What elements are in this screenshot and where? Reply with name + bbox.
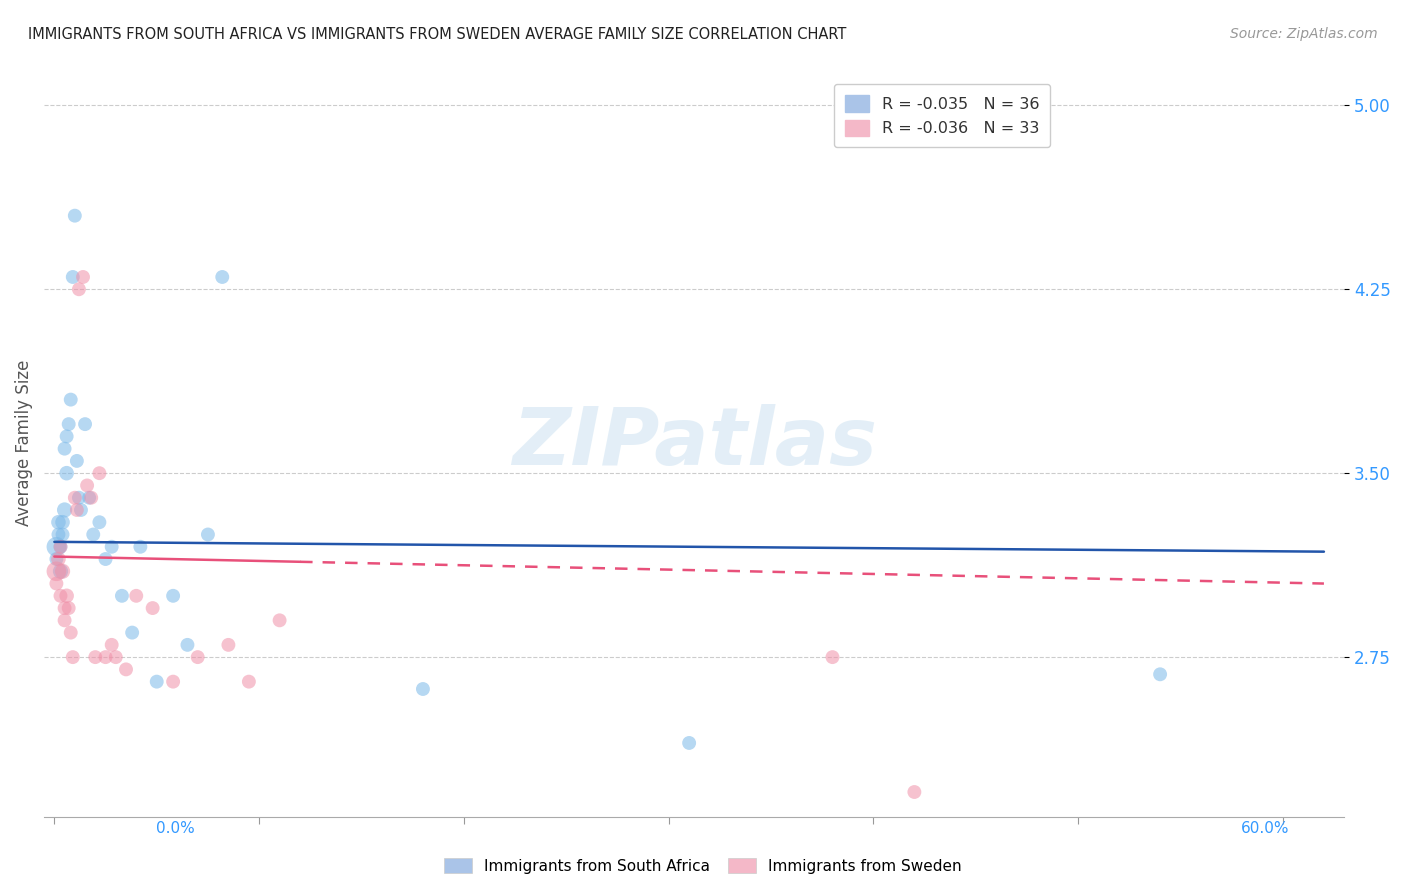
Point [84, 650, 107, 665]
Point [75, 417, 97, 431]
Point [49, 564, 72, 578]
Point [59, 392, 82, 407]
Point [121, 625, 143, 640]
Point [66, 503, 89, 517]
Point [197, 527, 219, 541]
Point [67, 282, 90, 296]
Point [53, 503, 76, 517]
Point [238, 674, 260, 689]
Text: ZIPatlas: ZIPatlas [512, 403, 877, 482]
Point [187, 650, 209, 665]
Point [145, 674, 167, 689]
Point [125, 589, 148, 603]
Point [63, 209, 86, 223]
Point [115, 662, 138, 676]
Y-axis label: Average Family Size: Average Family Size [15, 359, 32, 525]
Point [89, 466, 111, 480]
Point [62, 270, 84, 285]
Point [176, 638, 198, 652]
Point [62, 650, 84, 665]
Point [58, 417, 80, 431]
Point [821, 650, 844, 665]
Point [162, 589, 184, 603]
Point [51, 564, 73, 578]
Point [49, 540, 72, 554]
Point [48, 515, 70, 529]
Point [142, 601, 165, 615]
Point [45, 564, 67, 578]
Point [45, 540, 67, 554]
Point [111, 589, 134, 603]
Point [77, 491, 100, 505]
Point [55, 466, 77, 480]
Point [80, 491, 103, 505]
Legend: R = -0.035   N = 36, R = -0.036   N = 33: R = -0.035 N = 36, R = -0.036 N = 33 [834, 84, 1050, 147]
Text: 60.0%: 60.0% [1241, 821, 1289, 836]
Point [104, 650, 127, 665]
Point [66, 454, 89, 468]
Point [412, 681, 434, 696]
Point [70, 503, 93, 517]
Point [58, 601, 80, 615]
Point [1149, 667, 1171, 681]
Text: IMMIGRANTS FROM SOUTH AFRICA VS IMMIGRANTS FROM SWEDEN AVERAGE FAMILY SIZE CORRE: IMMIGRANTS FROM SOUTH AFRICA VS IMMIGRAN… [28, 27, 846, 42]
Point [45, 576, 67, 591]
Point [100, 638, 122, 652]
Point [51, 527, 73, 541]
Legend: Immigrants from South Africa, Immigrants from Sweden: Immigrants from South Africa, Immigrants… [439, 852, 967, 880]
Point [48, 552, 70, 566]
Point [55, 429, 77, 443]
Point [129, 540, 152, 554]
Point [211, 270, 233, 285]
Point [67, 491, 90, 505]
Point [49, 589, 72, 603]
Point [162, 674, 184, 689]
Point [72, 270, 94, 285]
Point [94, 552, 117, 566]
Point [82, 527, 104, 541]
Point [45, 552, 67, 566]
Point [903, 785, 925, 799]
Point [51, 515, 73, 529]
Point [217, 638, 239, 652]
Point [94, 650, 117, 665]
Point [678, 736, 700, 750]
Point [48, 527, 70, 541]
Point [59, 625, 82, 640]
Point [55, 589, 77, 603]
Point [49, 540, 72, 554]
Point [269, 613, 291, 627]
Point [53, 601, 76, 615]
Point [53, 613, 76, 627]
Point [63, 491, 86, 505]
Point [76, 478, 98, 492]
Point [89, 515, 111, 529]
Text: 0.0%: 0.0% [156, 821, 195, 836]
Text: Source: ZipAtlas.com: Source: ZipAtlas.com [1230, 27, 1378, 41]
Point [53, 442, 76, 456]
Point [100, 540, 122, 554]
